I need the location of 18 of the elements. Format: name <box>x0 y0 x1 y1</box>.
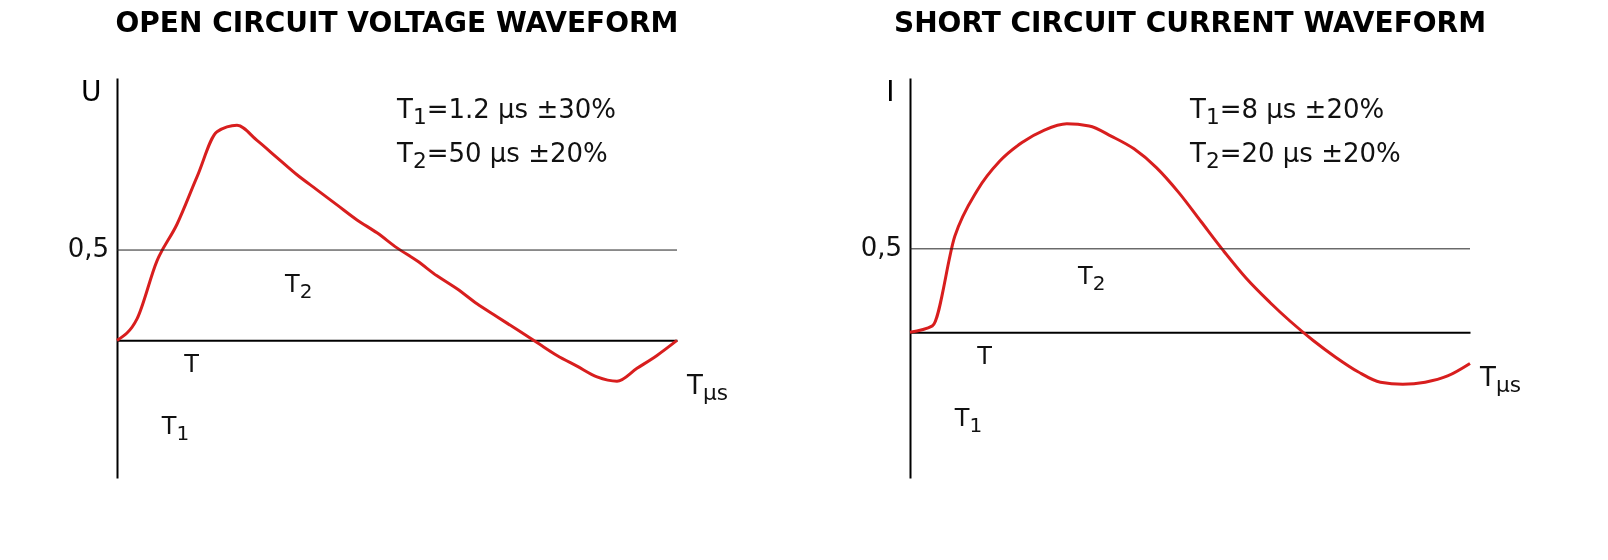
annotation: T$_{2}$=20 µs ±20% <box>1190 138 1401 174</box>
y-axis-title: U <box>81 74 102 108</box>
annotation: T$_{2}$ <box>285 270 313 304</box>
x-axis-title: T$_{µs}$ <box>1480 362 1521 398</box>
chart-title: OPEN CIRCUIT VOLTAGE WAVEFORM <box>115 6 679 39</box>
annotation: T <box>184 350 199 379</box>
y-axis-title: I <box>886 74 895 108</box>
x-axis-title: T$_{µs}$ <box>687 370 728 406</box>
text: 0,5 <box>860 231 902 262</box>
text: T$_{1}$ <box>161 412 190 446</box>
annotation: T$_{1}$=1.2 µs ±30% <box>397 94 616 130</box>
annotation: T$_{2}$=50 µs ±20% <box>397 138 608 174</box>
text: T$_{1}$ <box>954 404 983 437</box>
text: 0,5 <box>67 233 109 264</box>
annotation: T$_{2}$ <box>1078 262 1106 295</box>
annotation: T$_{1}$=8 µs ±20% <box>1190 94 1385 130</box>
annotation: T <box>977 342 992 371</box>
chart-title: SHORT CIRCUIT CURRENT WAVEFORM <box>894 6 1486 39</box>
